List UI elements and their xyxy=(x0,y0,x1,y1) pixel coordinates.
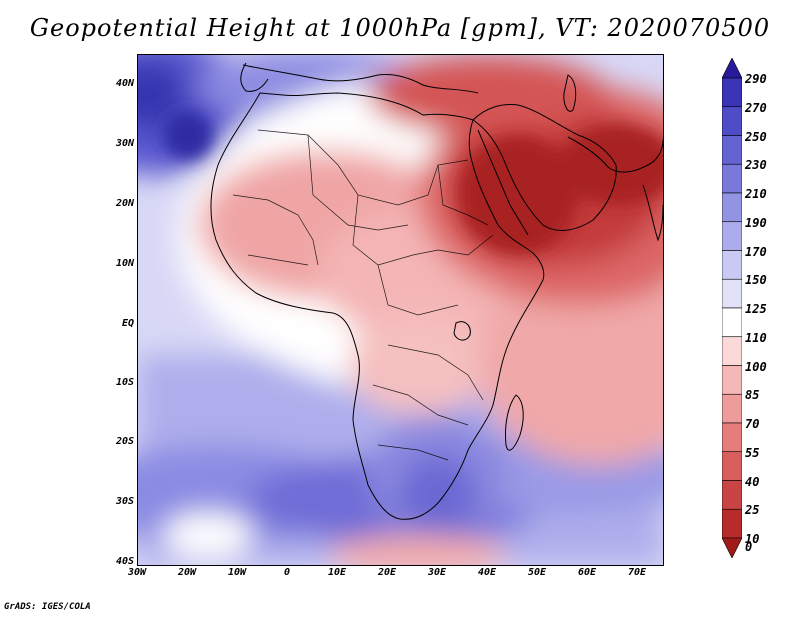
coastlines xyxy=(210,62,663,520)
lat-label-40n: 40N xyxy=(115,78,134,89)
lon-label-10w: 10W xyxy=(227,567,247,578)
colorbar-segment xyxy=(722,336,742,366)
colorbar-segment xyxy=(722,192,742,223)
lat-label-20s: 20S xyxy=(115,436,134,447)
colorbar-label: 70 xyxy=(745,417,760,431)
colorbar-segment xyxy=(722,221,742,251)
colorbar-label: 230 xyxy=(745,158,767,173)
india-coast xyxy=(642,184,663,242)
lat-label-20n: 20N xyxy=(115,198,134,209)
colorbar-segment xyxy=(722,106,742,136)
map-canvas xyxy=(138,55,663,565)
colorbar-segment xyxy=(722,422,742,453)
colorbar-label: 290 xyxy=(745,72,767,86)
colorbar-segment xyxy=(722,451,742,481)
lon-label-70e: 70E xyxy=(627,567,647,578)
height-field xyxy=(138,55,663,565)
colorbar-label: 170 xyxy=(745,244,767,259)
colorbar-label: 270 xyxy=(745,100,767,115)
colorbar-segment xyxy=(722,163,742,194)
colorbar-label: 125 xyxy=(745,302,767,316)
europe-coast xyxy=(242,64,479,94)
lat-label-10n: 10N xyxy=(115,258,134,269)
madagascar-outline xyxy=(505,394,524,451)
lat-label-30s: 30S xyxy=(115,496,134,507)
colorbar-label: 85 xyxy=(745,388,760,403)
country-borders xyxy=(232,129,494,461)
lat-label-40s: 40S xyxy=(115,556,134,567)
map-panel xyxy=(137,54,664,566)
colorbar-label: 100 xyxy=(745,359,767,374)
colorbar-segment xyxy=(722,537,742,558)
lat-label-10s: 10S xyxy=(115,377,134,388)
colorbar-label: 0 xyxy=(745,540,753,554)
colorbar-label: 250 xyxy=(745,129,767,144)
colorbar xyxy=(722,58,742,558)
colorbar-segment xyxy=(722,307,742,338)
lon-label-60e: 60E xyxy=(577,567,597,578)
colorbar-segment xyxy=(722,365,742,395)
colorbar-label: 25 xyxy=(745,503,760,518)
colorbar-segment xyxy=(722,278,742,309)
lon-label-0: 0 xyxy=(283,567,291,578)
colorbar-label: 150 xyxy=(745,273,767,288)
colorbar-label: 10 xyxy=(745,532,760,546)
map-title: Geopotential Height at 1000hPa [gpm], VT… xyxy=(29,14,771,42)
arabia-outline xyxy=(472,104,617,231)
lat-label-eq: EQ xyxy=(121,318,134,329)
colorbar-label: 210 xyxy=(745,187,767,201)
colorbar-segment xyxy=(722,135,742,165)
colorbar-segment xyxy=(722,58,742,79)
lon-label-30w: 30W xyxy=(127,567,147,578)
lon-label-50e: 50E xyxy=(527,567,547,578)
lon-label-30e: 30E xyxy=(427,567,447,578)
colorbar-label: 40 xyxy=(745,474,760,489)
africa-outline xyxy=(210,92,545,520)
lat-label-30n: 30N xyxy=(115,138,134,149)
colorbar-segment xyxy=(722,480,742,510)
colorbar-label: 190 xyxy=(745,215,767,230)
lon-label-40e: 40E xyxy=(477,567,497,578)
colorbar-label: 110 xyxy=(745,330,767,345)
lon-label-20e: 20E xyxy=(377,567,397,578)
colorbar-segment xyxy=(722,393,742,424)
colorbar-segment xyxy=(722,250,742,280)
footer-credit: GrADS: IGES/COLA xyxy=(4,602,91,612)
colorbar-segment xyxy=(722,77,742,108)
lon-label-20w: 20W xyxy=(177,567,197,578)
colorbar-segment xyxy=(722,508,742,539)
colorbar-label: 55 xyxy=(745,445,760,460)
lon-label-10e: 10E xyxy=(327,567,347,578)
